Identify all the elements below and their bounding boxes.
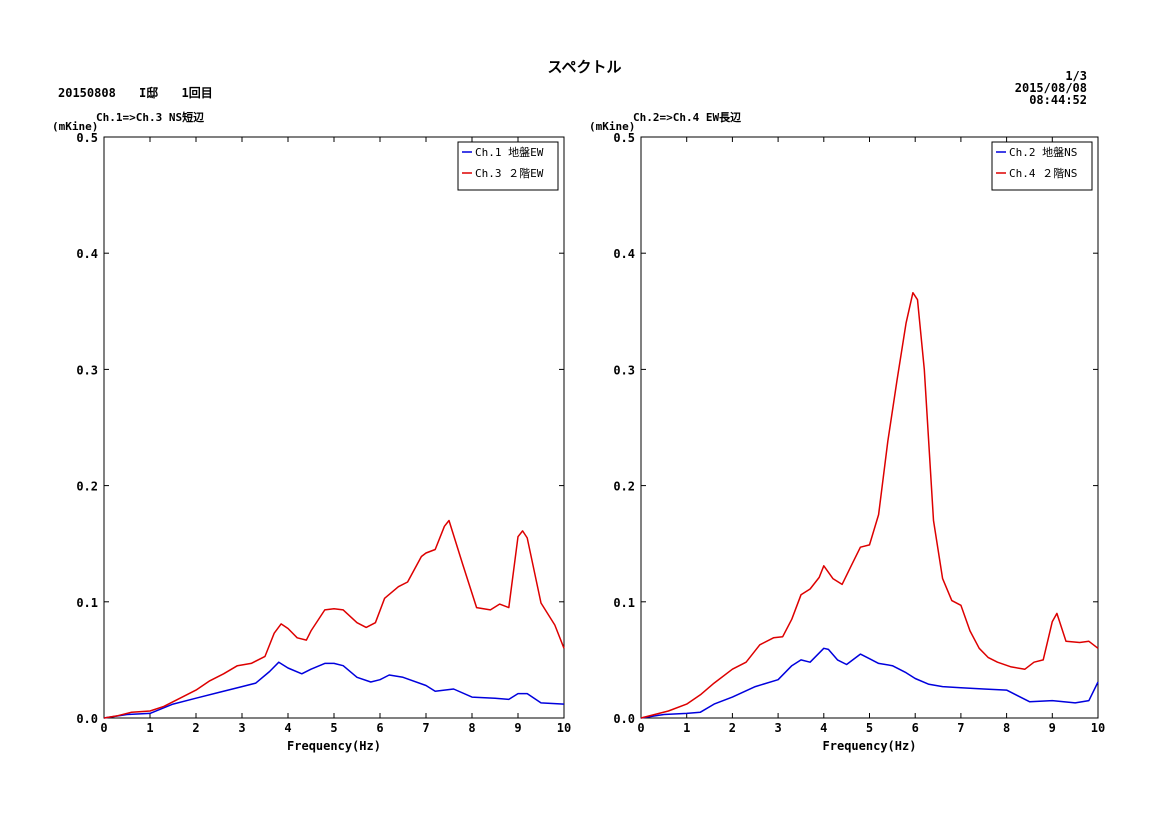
page-number: 1/3 — [1065, 69, 1087, 83]
report-date: 2015/08/08 — [1014, 81, 1087, 95]
x-tick-label: 8 — [468, 721, 475, 735]
x-tick-label: 1 — [146, 721, 153, 735]
chart-title: Ch.1=>Ch.3 NS短辺 — [96, 110, 204, 124]
x-tick-label: 5 — [330, 721, 337, 735]
x-tick-label: 0 — [100, 721, 107, 735]
plot-frame — [640, 136, 1099, 719]
chart-panel-2: (mKine)Ch.2=>Ch.4 EW長辺 0.0 0.1 0.2 0.3 0.4 0.5… — [589, 111, 1105, 753]
legend-box — [457, 141, 559, 191]
x-tick-label: 4 — [820, 721, 827, 735]
report-date-code: 20150808 — [58, 86, 116, 100]
report-meta: 20150808 I邸 1回目 — [58, 84, 229, 101]
series-line-2 — [640, 291, 1099, 719]
x-tick-label: 0 — [637, 721, 644, 735]
x-axis-label: Frequency(Hz) — [823, 739, 917, 753]
y-tick-label: 0.5 — [613, 131, 635, 145]
chart-title: Ch.2=>Ch.4 EW長辺 — [633, 111, 741, 124]
legend: Ch.2 地盤NS Ch.4 ２階NS — [991, 141, 1093, 191]
x-tick-label: 3 — [238, 721, 245, 735]
report-time: 08:44:52 — [1029, 93, 1087, 107]
page-title: スペクトル — [547, 58, 622, 76]
y-tick-label: 0.3 — [613, 363, 635, 377]
x-tick-label: 6 — [376, 721, 383, 735]
y-tick-label: 0.2 — [613, 480, 635, 494]
y-tick-label: 0.4 — [76, 247, 98, 261]
chart-panel-1: (mKine)Ch.1=>Ch.3 NS短辺 0.0 0.1 0.2 0.3 0.4 0.5… — [52, 110, 571, 753]
x-tick-label: 7 — [957, 721, 964, 735]
y-tick-label: 0.3 — [76, 363, 98, 377]
site-name: I邸 — [139, 86, 159, 100]
x-tick-label: 8 — [1003, 721, 1010, 735]
y-tick-label: 0.1 — [613, 596, 635, 610]
x-tick-label: 3 — [774, 721, 781, 735]
x-tick-label: 9 — [1049, 721, 1056, 735]
y-tick-label: 0.2 — [76, 480, 98, 494]
legend-entry: Ch.1 地盤EW — [475, 146, 544, 159]
x-tick-label: 5 — [866, 721, 873, 735]
x-tick-label: 1 — [683, 721, 690, 735]
x-axis-label: Frequency(Hz) — [287, 739, 381, 753]
x-tick-label: 2 — [192, 721, 199, 735]
run-number: 1回目 — [181, 86, 213, 100]
y-tick-label: 0.0 — [76, 712, 98, 726]
plot-frame — [103, 136, 565, 719]
legend-entry: Ch.3 ２階EW — [475, 166, 544, 180]
y-tick-label: 0.0 — [613, 712, 635, 726]
legend-entry: Ch.2 地盤NS — [1009, 146, 1077, 159]
y-tick-label: 0.1 — [76, 596, 98, 610]
x-tick-label: 2 — [729, 721, 736, 735]
series-line-1 — [103, 661, 565, 719]
y-tick-label: 0.5 — [76, 131, 98, 145]
y-axis-label: (mKine) — [589, 120, 635, 133]
series-line-1 — [640, 647, 1099, 719]
x-tick-label: 6 — [912, 721, 919, 735]
y-tick-label: 0.4 — [613, 247, 635, 261]
x-tick-label: 10 — [1091, 721, 1105, 735]
legend-box — [991, 141, 1093, 191]
y-axis-label: (mKine) — [52, 120, 98, 133]
x-tick-label: 10 — [557, 721, 571, 735]
x-tick-label: 7 — [422, 721, 429, 735]
legend-entry: Ch.4 ２階NS — [1009, 166, 1077, 180]
x-tick-label: 9 — [514, 721, 521, 735]
series-line-2 — [103, 519, 565, 719]
x-tick-label: 4 — [284, 721, 291, 735]
legend: Ch.1 地盤EW Ch.3 ２階EW — [457, 141, 559, 191]
report-stamp: 1/3 2015/08/08 08:44:52 — [1015, 70, 1087, 106]
